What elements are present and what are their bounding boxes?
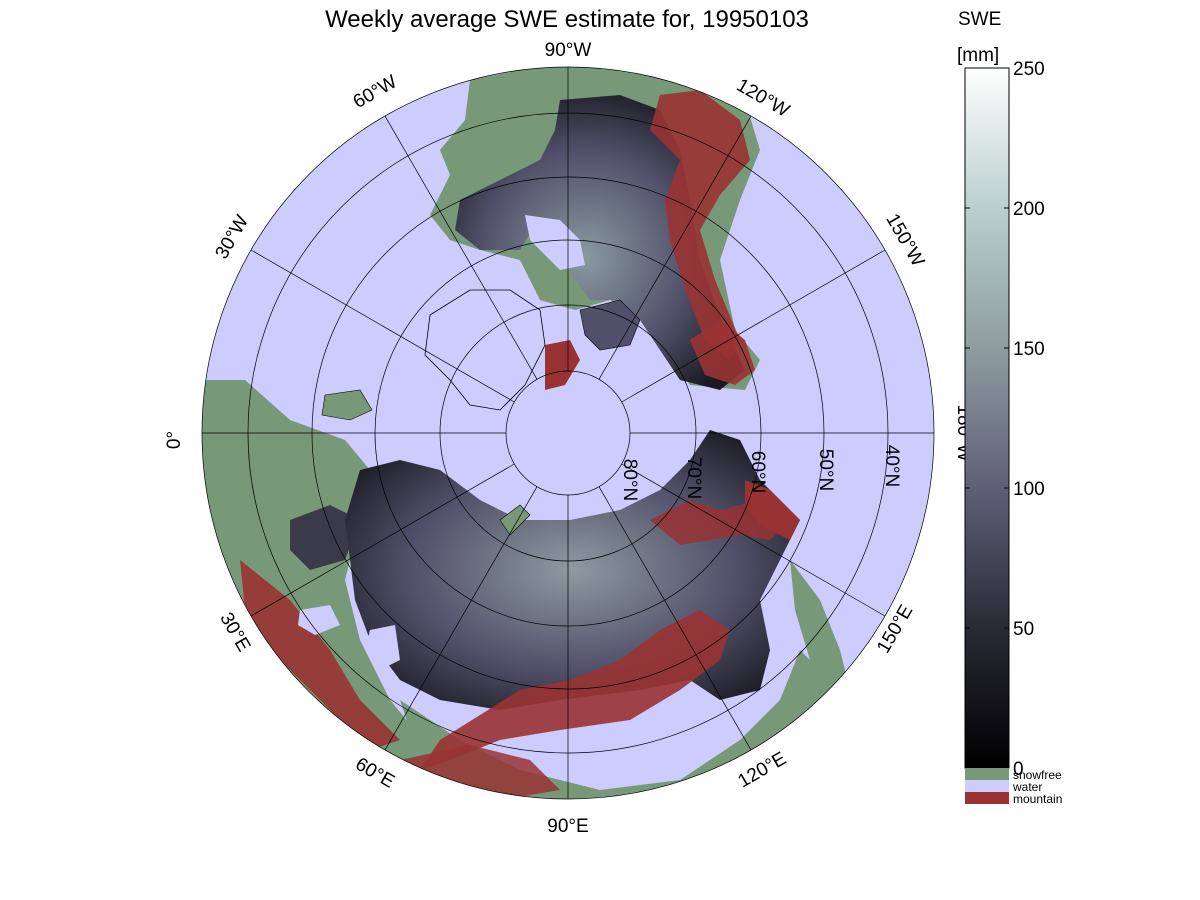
meridian-line bbox=[598, 115, 752, 380]
colorbar-tick-label: 100 bbox=[1013, 479, 1045, 500]
lon-label-0: 0° bbox=[164, 431, 185, 449]
lat-label-60n: 60°N bbox=[747, 451, 768, 493]
lon-label-90e: 90°E bbox=[547, 816, 588, 837]
graticule bbox=[201, 66, 935, 800]
lat-label-80n: 80°N bbox=[619, 459, 640, 501]
lon-label-60w: 60°W bbox=[350, 71, 401, 113]
colorbar-tick-label: 200 bbox=[1013, 199, 1045, 220]
colorbar-unit: [mm] bbox=[957, 45, 999, 66]
lon-label-30e: 30°E bbox=[215, 609, 254, 655]
legend-label-mountain: mountain bbox=[1013, 792, 1062, 806]
lat-label-40n: 40°N bbox=[881, 445, 902, 487]
legend-swatch-water bbox=[965, 780, 1009, 792]
greenland-mountain-patch bbox=[545, 340, 580, 390]
legend-swatch-snowfree bbox=[965, 768, 1009, 780]
meridians bbox=[202, 67, 934, 799]
legend-label-water: water bbox=[1012, 780, 1042, 794]
lat-label-50n: 50°N bbox=[815, 449, 836, 491]
asia-mountains bbox=[420, 610, 730, 770]
taymyr-water bbox=[530, 470, 575, 495]
lon-label-30w: 30°W bbox=[211, 212, 253, 263]
map-title: Weekly average SWE estimate for, 1995010… bbox=[325, 6, 809, 33]
black-sea bbox=[298, 605, 340, 635]
caspian-sea bbox=[365, 625, 400, 670]
lat-label-70n: 70°N bbox=[683, 457, 704, 499]
meridian-line bbox=[250, 463, 515, 617]
meridian-line bbox=[384, 115, 538, 380]
north-america-mountains bbox=[650, 90, 750, 360]
arctic-archipelago bbox=[579, 299, 641, 351]
colorbar-tick-label: 50 bbox=[1013, 619, 1034, 640]
meridian-line bbox=[250, 249, 515, 403]
iceland bbox=[321, 389, 373, 421]
colorbar-tick-label: 250 bbox=[1013, 59, 1045, 80]
colorbar-gradient bbox=[964, 67, 1010, 769]
meridian-line bbox=[621, 463, 886, 617]
colorbar-tick-label: 0 bbox=[1013, 759, 1024, 780]
legend-swatch-mountain bbox=[965, 792, 1009, 804]
hudson-bay bbox=[525, 215, 585, 270]
lon-label-90w: 90°W bbox=[545, 40, 592, 61]
meridian-line bbox=[621, 249, 886, 403]
lon-label-60e: 60°E bbox=[352, 754, 398, 793]
latitude-labels: 80°N 70°N 60°N 50°N 40°N bbox=[619, 445, 902, 501]
colorbar-ticks: 0 50 100 150 200 250 bbox=[965, 59, 1045, 780]
meridian-line bbox=[598, 486, 752, 751]
meridian-line bbox=[384, 486, 538, 751]
greenland bbox=[424, 289, 546, 411]
colorbar-tick-label: 150 bbox=[1013, 339, 1045, 360]
alaska-mountains bbox=[690, 320, 755, 385]
legend-label-snowfree: snowfree bbox=[1013, 768, 1062, 782]
kamchatka bbox=[745, 480, 800, 540]
colorbar-title: SWE bbox=[958, 9, 1001, 30]
europe-mountains bbox=[240, 560, 400, 750]
